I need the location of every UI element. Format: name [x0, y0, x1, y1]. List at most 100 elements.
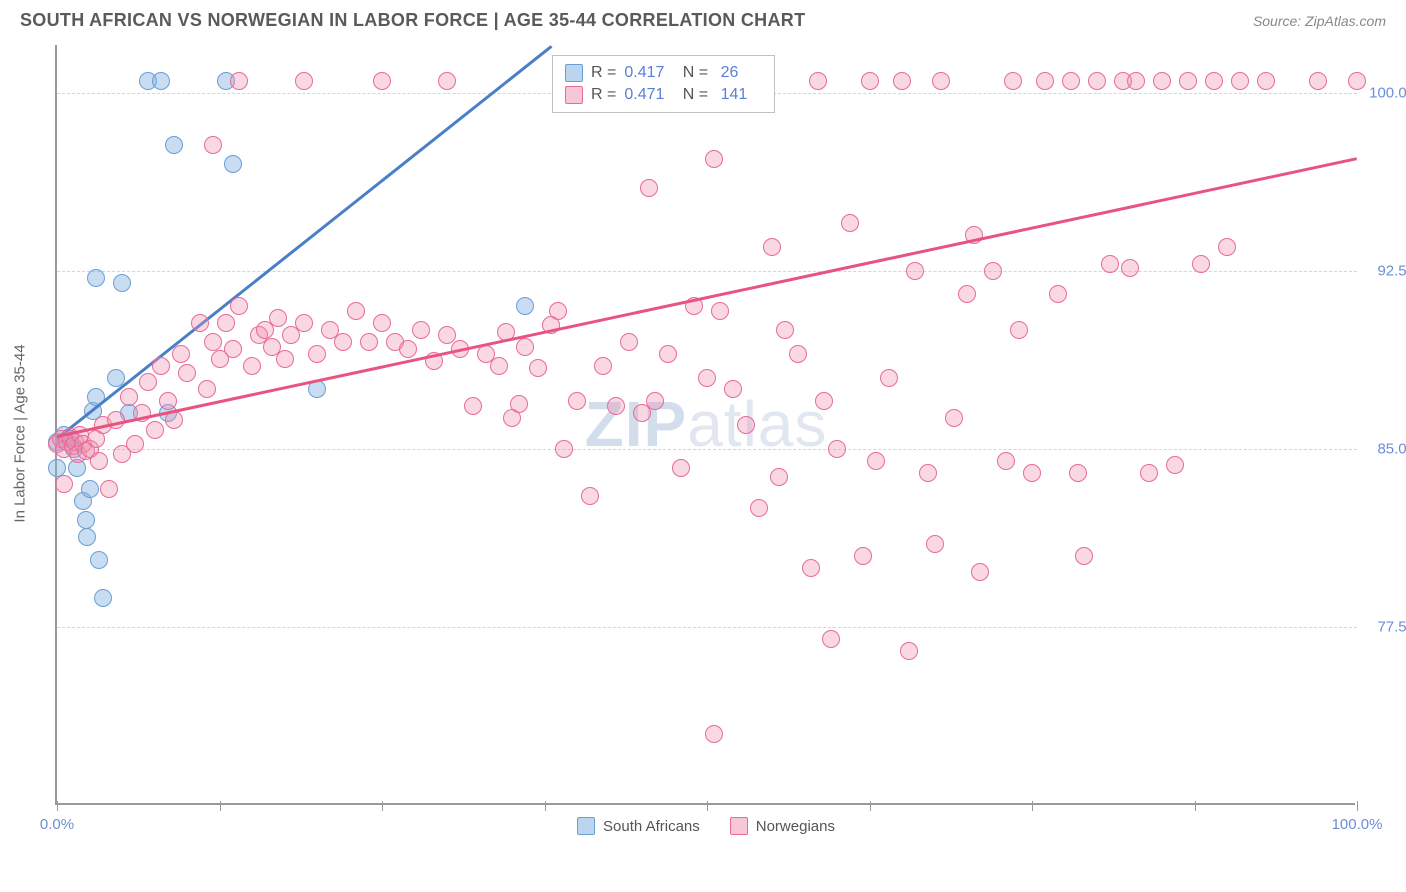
scatter-point — [906, 262, 924, 280]
y-axis-label: In Labor Force | Age 35-44 — [12, 344, 29, 522]
scatter-point — [360, 333, 378, 351]
gridline — [57, 627, 1357, 628]
scatter-point — [55, 475, 73, 493]
scatter-point — [120, 388, 138, 406]
scatter-point — [165, 136, 183, 154]
scatter-point — [412, 321, 430, 339]
scatter-point — [347, 302, 365, 320]
scatter-point — [1205, 72, 1223, 90]
scatter-point — [1231, 72, 1249, 90]
scatter-point — [646, 392, 664, 410]
x-tick — [707, 801, 708, 811]
stats-n-label: N = — [678, 86, 708, 104]
scatter-point — [607, 397, 625, 415]
scatter-point — [308, 345, 326, 363]
x-tick-label: 100.0% — [1332, 816, 1383, 833]
chart-header: SOUTH AFRICAN VS NORWEGIAN IN LABOR FORC… — [0, 0, 1406, 39]
scatter-point — [516, 297, 534, 315]
legend-item: South Africans — [577, 817, 700, 835]
scatter-point — [217, 314, 235, 332]
scatter-point — [568, 392, 586, 410]
scatter-point — [789, 345, 807, 363]
scatter-point — [900, 642, 918, 660]
scatter-point — [1121, 259, 1139, 277]
scatter-point — [113, 274, 131, 292]
scatter-point — [1153, 72, 1171, 90]
scatter-point — [126, 435, 144, 453]
scatter-point — [724, 380, 742, 398]
x-tick — [57, 801, 58, 811]
scatter-point — [295, 314, 313, 332]
scatter-point — [90, 551, 108, 569]
y-tick-label: 77.5% — [1362, 618, 1406, 635]
scatter-point — [529, 359, 547, 377]
scatter-point — [1075, 547, 1093, 565]
legend: South AfricansNorwegians — [577, 817, 835, 835]
scatter-point — [854, 547, 872, 565]
gridline — [57, 449, 1357, 450]
scatter-point — [1088, 72, 1106, 90]
scatter-point — [399, 340, 417, 358]
scatter-point — [659, 345, 677, 363]
scatter-point — [620, 333, 638, 351]
trend-line — [57, 157, 1358, 437]
scatter-point — [77, 511, 95, 529]
scatter-point — [198, 380, 216, 398]
scatter-point — [146, 421, 164, 439]
scatter-point — [81, 480, 99, 498]
scatter-point — [711, 302, 729, 320]
scatter-point — [893, 72, 911, 90]
scatter-point — [555, 440, 573, 458]
scatter-point — [919, 464, 937, 482]
scatter-point — [204, 136, 222, 154]
scatter-point — [705, 725, 723, 743]
scatter-point — [1023, 464, 1041, 482]
chart-container: In Labor Force | Age 35-44 ZIPatlas 77.5… — [55, 45, 1390, 845]
scatter-point — [1179, 72, 1197, 90]
scatter-point — [159, 392, 177, 410]
stats-swatch — [565, 86, 583, 104]
scatter-point — [1127, 72, 1145, 90]
scatter-point — [276, 350, 294, 368]
scatter-point — [1049, 285, 1067, 303]
scatter-point — [705, 150, 723, 168]
scatter-point — [945, 409, 963, 427]
scatter-point — [841, 214, 859, 232]
stats-n-value: 26 — [716, 64, 762, 82]
scatter-point — [438, 72, 456, 90]
scatter-point — [594, 357, 612, 375]
scatter-point — [971, 563, 989, 581]
scatter-point — [94, 589, 112, 607]
x-tick — [1357, 801, 1358, 811]
legend-label: South Africans — [603, 818, 700, 835]
trend-line — [56, 45, 552, 439]
scatter-point — [581, 487, 599, 505]
scatter-point — [997, 452, 1015, 470]
scatter-point — [1166, 456, 1184, 474]
chart-source: Source: ZipAtlas.com — [1253, 13, 1386, 29]
scatter-point — [828, 440, 846, 458]
legend-swatch — [577, 817, 595, 835]
scatter-point — [672, 459, 690, 477]
scatter-point — [880, 369, 898, 387]
scatter-point — [770, 468, 788, 486]
scatter-point — [230, 297, 248, 315]
scatter-point — [1101, 255, 1119, 273]
scatter-point — [78, 528, 96, 546]
scatter-point — [269, 309, 287, 327]
scatter-point — [295, 72, 313, 90]
scatter-point — [516, 338, 534, 356]
y-tick-label: 92.5% — [1362, 262, 1406, 279]
scatter-point — [984, 262, 1002, 280]
x-tick — [870, 801, 871, 811]
scatter-point — [867, 452, 885, 470]
scatter-point — [48, 459, 66, 477]
stats-r-label: R = — [591, 86, 616, 104]
gridline — [57, 271, 1357, 272]
stats-r-value: 0.417 — [624, 64, 670, 82]
scatter-point — [373, 72, 391, 90]
x-tick — [1195, 801, 1196, 811]
scatter-point — [1036, 72, 1054, 90]
stats-row: R =0.471 N = 141 — [565, 84, 762, 106]
scatter-point — [1257, 72, 1275, 90]
